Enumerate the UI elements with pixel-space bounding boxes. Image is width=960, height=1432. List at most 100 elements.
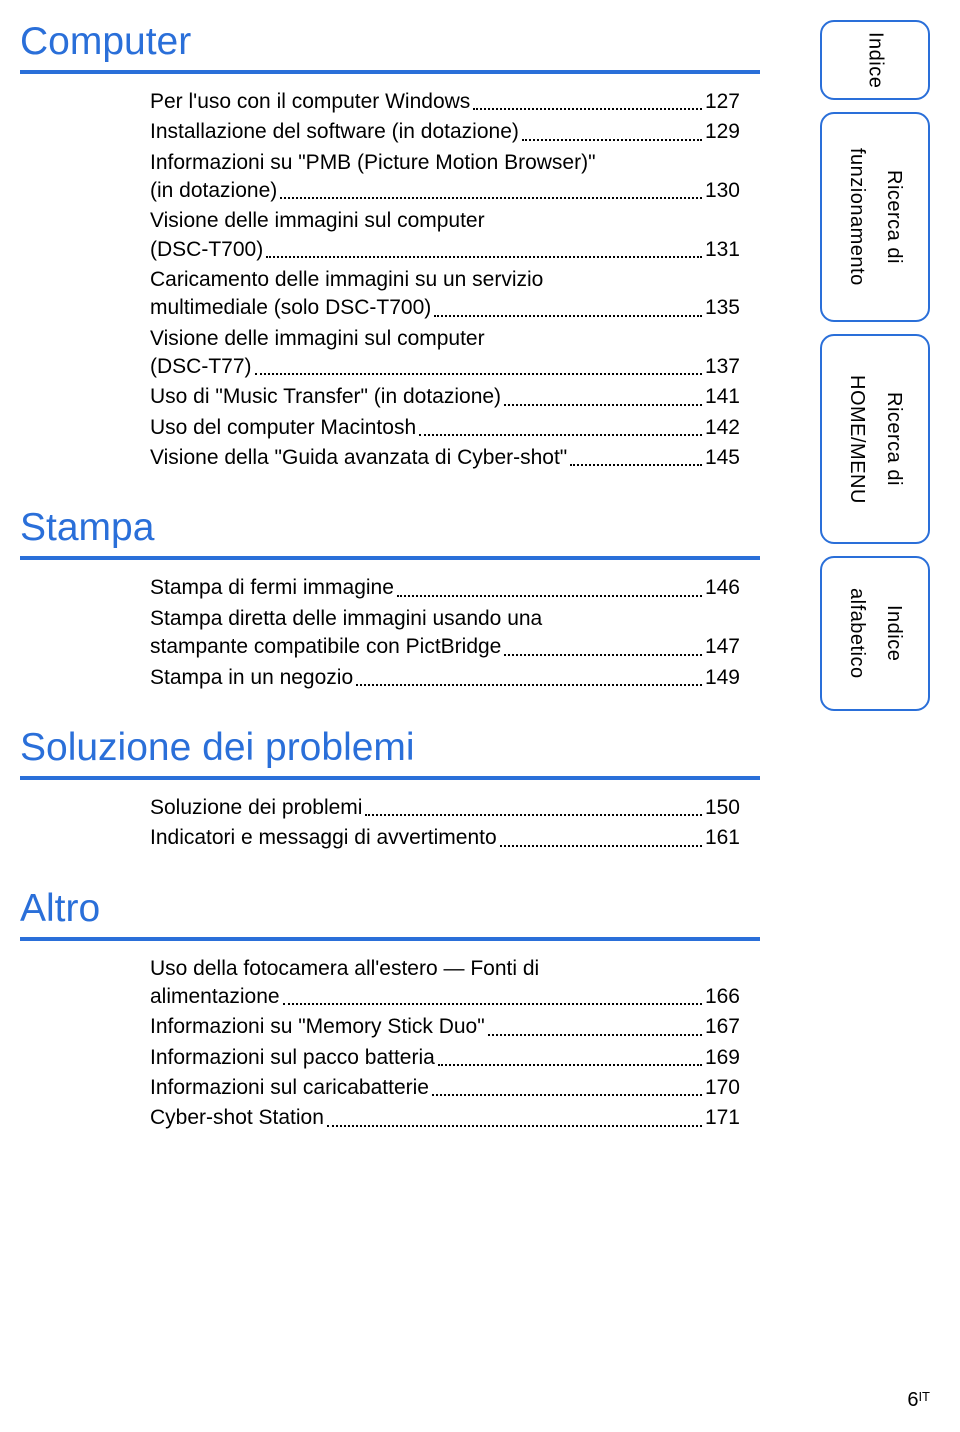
toc-item[interactable]: Uso del computer Macintosh 142 [150,414,740,442]
toc-page: 149 [705,664,740,692]
dot-leader [283,983,702,1005]
dot-leader [434,294,702,316]
toc-item[interactable]: Indicatori e messaggi di avvertimento161 [150,824,740,852]
section-heading-soluzione: Soluzione dei problemi [20,726,760,770]
side-tab-label: Indice [864,32,887,88]
toc-page: 170 [705,1074,740,1102]
dot-leader [438,1044,702,1066]
toc-text: Informazioni su "Memory Stick Duo" [150,1013,485,1041]
side-tab-label: HOME/MENU [845,375,868,504]
toc-page: 147 [705,633,740,661]
side-tab-indice[interactable]: Indice [820,20,930,100]
section-rule [20,776,760,780]
toc-text: Informazioni su "PMB (Picture Motion Bro… [150,149,740,177]
side-tab-ricerca-home-menu[interactable]: HOME/MENU Ricerca di [820,334,930,544]
dot-leader [365,794,701,816]
toc-page: 131 [705,236,740,264]
dot-leader [504,383,702,405]
dot-leader [522,118,702,140]
toc-text: Uso di "Music Transfer" (in dotazione) [150,383,501,411]
toc-text: Uso del computer Macintosh [150,414,416,442]
toc-item[interactable]: Stampa in un negozio 149 [150,664,740,692]
toc-text: Stampa di fermi immagine [150,574,394,602]
toc-text: alimentazione [150,983,280,1011]
toc-item[interactable]: Visione delle immagini sul computer(DSC-… [150,207,740,264]
dot-leader [570,444,702,466]
toc-page: 169 [705,1044,740,1072]
section-heading-computer: Computer [20,20,760,64]
toc-text: Per l'uso con il computer Windows [150,88,470,116]
toc-page: 127 [705,88,740,116]
toc-item[interactable]: Per l'uso con il computer Windows 127 [150,88,740,116]
toc-block-stampa: Stampa di fermi immagine146 Stampa diret… [150,574,740,691]
toc-item[interactable]: Uso di "Music Transfer" (in dotazione)14… [150,383,740,411]
toc-item[interactable]: Installazione del software (in dotazione… [150,118,740,146]
toc-page: 167 [705,1013,740,1041]
side-tab-indice-alfabetico[interactable]: alfabetico Indice [820,556,930,711]
dot-leader [419,414,702,436]
side-divider [872,124,878,310]
toc-text: Informazioni sul caricabatterie [150,1074,429,1102]
toc-item[interactable]: Visione delle immagini sul computer(DSC-… [150,325,740,382]
toc-page: 166 [705,983,740,1011]
toc-item[interactable]: Soluzione dei problemi 150 [150,794,740,822]
dot-leader [473,88,702,110]
page-footer: 6IT [907,1389,930,1412]
dot-leader [500,824,702,846]
toc-page: 135 [705,294,740,322]
toc-text: Visione delle immagini sul computer [150,207,740,235]
toc-text: Installazione del software (in dotazione… [150,118,519,146]
toc-item[interactable]: Visione della "Guida avanzata di Cyber-s… [150,444,740,472]
toc-item[interactable]: Stampa di fermi immagine146 [150,574,740,602]
toc-block-computer: Per l'uso con il computer Windows 127 Ins… [150,88,740,472]
toc-page: 142 [705,414,740,442]
dot-leader [397,574,702,596]
dot-leader [280,177,702,199]
toc-item[interactable]: Caricamento delle immagini su un servizi… [150,266,740,323]
toc-page: 145 [705,444,740,472]
section-rule [20,556,760,560]
toc-text: stampante compatibile con PictBridge [150,633,501,661]
toc-text: multimediale (solo DSC-T700) [150,294,431,322]
toc-text: Stampa in un negozio [150,664,353,692]
side-divider [872,346,878,532]
dot-leader [432,1074,702,1096]
page-number: 6 [907,1389,918,1411]
toc-text: Stampa diretta delle immagini usando una [150,605,740,633]
side-tab-label: Ricerca di [882,392,905,486]
toc-item[interactable]: Informazioni sul caricabatterie 170 [150,1074,740,1102]
section-rule [20,70,760,74]
toc-text: Soluzione dei problemi [150,794,362,822]
side-tab-ricerca-funzionamento[interactable]: funzionamento Ricerca di [820,112,930,322]
dot-leader [488,1013,702,1035]
toc-item[interactable]: Informazioni sul pacco batteria 169 [150,1044,740,1072]
toc-item[interactable]: Cyber-shot Station171 [150,1104,740,1132]
toc-page: 129 [705,118,740,146]
dot-leader [255,353,702,375]
section-rule [20,937,760,941]
toc-text: Informazioni sul pacco batteria [150,1044,435,1072]
toc-text: Visione della "Guida avanzata di Cyber-s… [150,444,567,472]
toc-item[interactable]: Uso della fotocamera all'estero — Fonti … [150,955,740,1012]
toc-item[interactable]: Informazioni su "Memory Stick Duo" 167 [150,1013,740,1041]
toc-item[interactable]: Stampa diretta delle immagini usando una… [150,605,740,662]
toc-text: Uso della fotocamera all'estero — Fonti … [150,955,740,983]
side-tab-label: alfabetico [845,588,868,679]
toc-page: 137 [705,353,740,381]
side-tab-label: funzionamento [845,148,868,286]
dot-leader [504,633,702,655]
dot-leader [266,236,702,258]
toc-text: Cyber-shot Station [150,1104,324,1132]
dot-leader [356,664,702,686]
section-heading-stampa: Stampa [20,506,760,550]
toc-text: (DSC-T700) [150,236,263,264]
toc-item[interactable]: Informazioni su "PMB (Picture Motion Bro… [150,149,740,206]
side-tab-label: Indice [882,605,905,661]
toc-page: 150 [705,794,740,822]
page-suffix: IT [918,1389,930,1404]
toc-page: 130 [705,177,740,205]
toc-text: Indicatori e messaggi di avvertimento [150,824,497,852]
toc-block-soluzione: Soluzione dei problemi 150 Indicatori e m… [150,794,740,853]
toc-text: Caricamento delle immagini su un servizi… [150,266,740,294]
side-tab-label: Ricerca di [882,170,905,264]
